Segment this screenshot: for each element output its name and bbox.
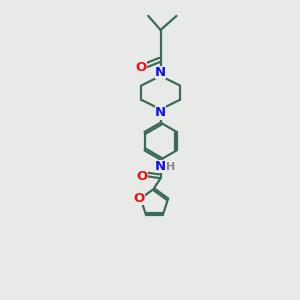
Text: N: N	[155, 160, 166, 173]
Text: O: O	[136, 61, 147, 74]
Text: N: N	[155, 66, 166, 79]
Text: O: O	[136, 170, 148, 183]
Text: O: O	[133, 192, 145, 205]
Text: N: N	[155, 106, 166, 119]
Text: H: H	[166, 162, 175, 172]
